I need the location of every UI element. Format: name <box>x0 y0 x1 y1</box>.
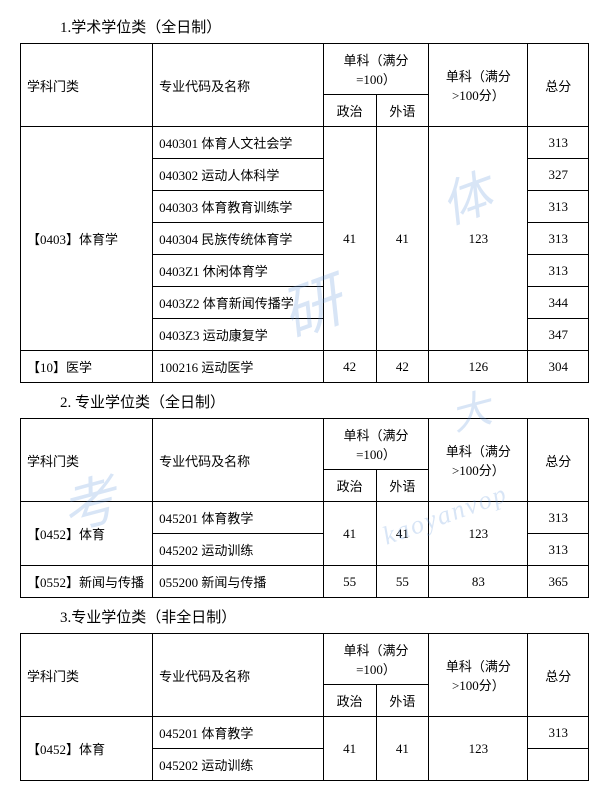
cell-total: 313 <box>528 502 589 534</box>
score-table: 学科门类专业代码及名称单科（满分=100）单科（满分>100分）总分政治外语【0… <box>20 43 589 383</box>
cell-category: 【10】医学 <box>21 351 153 383</box>
header-total: 总分 <box>528 634 589 717</box>
header-major: 专业代码及名称 <box>153 634 324 717</box>
header-waiyu: 外语 <box>376 95 429 127</box>
cell-major: 0403Z2 体育新闻传播学 <box>153 287 324 319</box>
header-category: 学科门类 <box>21 419 153 502</box>
header-category: 学科门类 <box>21 44 153 127</box>
header-major: 专业代码及名称 <box>153 44 324 127</box>
header-danke100: 单科（满分=100） <box>323 419 429 470</box>
header-danke-gt100: 单科（满分>100分） <box>429 44 528 127</box>
cell-total: 313 <box>528 717 589 749</box>
table-row: 【0452】体育045201 体育教学4141123313 <box>21 502 589 534</box>
header-zhengzhi: 政治 <box>323 685 376 717</box>
section-title: 3.专业学位类（非全日制） <box>60 606 589 627</box>
header-zhengzhi: 政治 <box>323 470 376 502</box>
cell-major: 0403Z3 运动康复学 <box>153 319 324 351</box>
header-total: 总分 <box>528 44 589 127</box>
cell-total: 313 <box>528 191 589 223</box>
cell-zhengzhi: 55 <box>323 566 376 598</box>
cell-major: 045202 运动训练 <box>153 749 324 781</box>
cell-zhengzhi: 41 <box>323 127 376 351</box>
cell-total: 313 <box>528 534 589 566</box>
cell-danke2: 123 <box>429 127 528 351</box>
header-danke100: 单科（满分=100） <box>323 634 429 685</box>
table-row: 【0452】体育045201 体育教学4141123313 <box>21 717 589 749</box>
section-title: 2. 专业学位类（全日制） <box>60 391 589 412</box>
cell-waiyu: 41 <box>376 717 429 781</box>
table-row: 【10】医学100216 运动医学4242126304 <box>21 351 589 383</box>
cell-total: 313 <box>528 255 589 287</box>
cell-total: 313 <box>528 223 589 255</box>
cell-major: 055200 新闻与传播 <box>153 566 324 598</box>
header-danke-gt100: 单科（满分>100分） <box>429 419 528 502</box>
cell-major: 040304 民族传统体育学 <box>153 223 324 255</box>
header-danke100: 单科（满分=100） <box>323 44 429 95</box>
header-waiyu: 外语 <box>376 685 429 717</box>
cell-waiyu: 42 <box>376 351 429 383</box>
cell-total: 304 <box>528 351 589 383</box>
header-waiyu: 外语 <box>376 470 429 502</box>
cell-major: 0403Z1 休闲体育学 <box>153 255 324 287</box>
cell-category: 【0452】体育 <box>21 717 153 781</box>
cell-waiyu: 41 <box>376 127 429 351</box>
cell-major: 040302 运动人体科学 <box>153 159 324 191</box>
cell-total <box>528 749 589 781</box>
section-title: 1.学术学位类（全日制） <box>60 16 589 37</box>
cell-total: 327 <box>528 159 589 191</box>
cell-major: 040303 体育教育训练学 <box>153 191 324 223</box>
header-total: 总分 <box>528 419 589 502</box>
cell-major: 045202 运动训练 <box>153 534 324 566</box>
cell-category: 【0552】新闻与传播 <box>21 566 153 598</box>
cell-major: 100216 运动医学 <box>153 351 324 383</box>
cell-major: 045201 体育教学 <box>153 717 324 749</box>
cell-total: 313 <box>528 127 589 159</box>
header-zhengzhi: 政治 <box>323 95 376 127</box>
cell-zhengzhi: 41 <box>323 502 376 566</box>
cell-waiyu: 41 <box>376 502 429 566</box>
table-row: 【0552】新闻与传播055200 新闻与传播555583365 <box>21 566 589 598</box>
cell-total: 344 <box>528 287 589 319</box>
cell-zhengzhi: 42 <box>323 351 376 383</box>
cell-total: 365 <box>528 566 589 598</box>
cell-category: 【0403】体育学 <box>21 127 153 351</box>
cell-danke2: 123 <box>429 717 528 781</box>
cell-zhengzhi: 41 <box>323 717 376 781</box>
header-danke-gt100: 单科（满分>100分） <box>429 634 528 717</box>
score-table: 学科门类专业代码及名称单科（满分=100）单科（满分>100分）总分政治外语【0… <box>20 418 589 598</box>
table-row: 【0403】体育学040301 体育人文社会学4141123313 <box>21 127 589 159</box>
cell-major: 045201 体育教学 <box>153 502 324 534</box>
header-category: 学科门类 <box>21 634 153 717</box>
cell-danke2: 83 <box>429 566 528 598</box>
cell-total: 347 <box>528 319 589 351</box>
cell-waiyu: 55 <box>376 566 429 598</box>
cell-danke2: 126 <box>429 351 528 383</box>
cell-category: 【0452】体育 <box>21 502 153 566</box>
header-major: 专业代码及名称 <box>153 419 324 502</box>
cell-major: 040301 体育人文社会学 <box>153 127 324 159</box>
score-table: 学科门类专业代码及名称单科（满分=100）单科（满分>100分）总分政治外语【0… <box>20 633 589 781</box>
cell-danke2: 123 <box>429 502 528 566</box>
